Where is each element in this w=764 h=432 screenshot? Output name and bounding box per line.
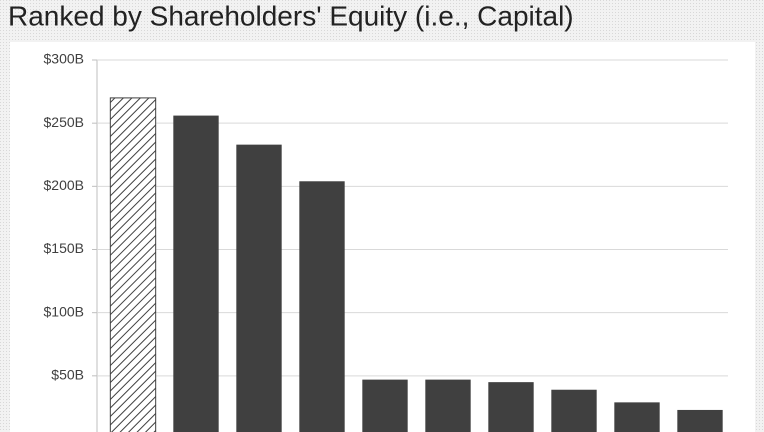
bar xyxy=(299,181,345,432)
bar xyxy=(173,115,219,432)
y-tick-label: $200B xyxy=(44,177,84,193)
y-tick-label: $300B xyxy=(44,51,84,67)
y-tick-label: $100B xyxy=(44,303,84,319)
bar xyxy=(488,382,534,432)
chart-title: Ranked by Shareholders' Equity (i.e., Ca… xyxy=(8,0,574,31)
y-tick-label: $150B xyxy=(44,240,84,256)
y-tick-label: $250B xyxy=(44,114,84,130)
bar xyxy=(236,144,282,432)
bar xyxy=(425,379,471,432)
bar xyxy=(109,97,157,432)
bar xyxy=(362,379,408,432)
y-tick-label: $50B xyxy=(51,367,84,383)
bar xyxy=(614,402,660,432)
bar xyxy=(551,389,597,432)
bar xyxy=(677,409,723,432)
